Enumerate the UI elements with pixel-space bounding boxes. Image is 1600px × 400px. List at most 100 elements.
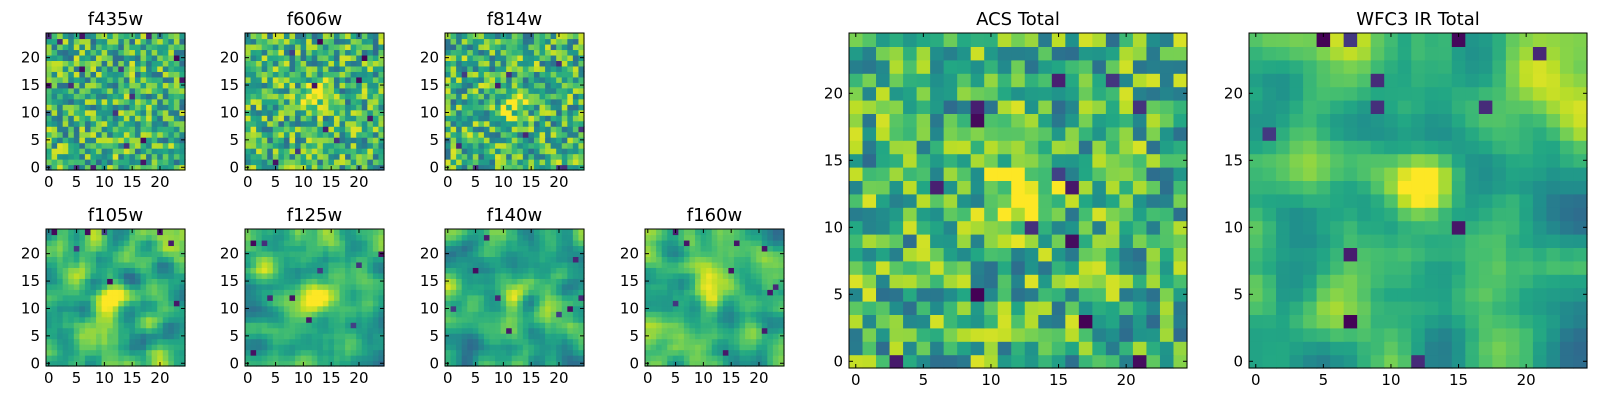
heatmap-cell [278, 267, 285, 274]
heatmap-cell [667, 239, 674, 247]
heatmap-cell [1038, 207, 1053, 222]
heatmap-cell [756, 322, 763, 329]
heatmap-cell [123, 333, 130, 340]
heatmap-cell [350, 349, 357, 356]
heatmap-cell [311, 256, 318, 263]
heatmap-cell [146, 289, 153, 296]
heatmap-cell [256, 267, 263, 274]
heatmap-cell [750, 305, 757, 312]
heatmap-cell [700, 338, 707, 345]
heatmap-cell [90, 65, 97, 72]
heatmap-cell [467, 289, 474, 296]
heatmap-cell [517, 261, 524, 268]
heatmap-cell [522, 360, 529, 367]
heatmap-cell [1092, 341, 1107, 356]
heatmap-cell [68, 322, 75, 329]
heatmap-cell [62, 333, 69, 340]
heatmap-cell [556, 38, 563, 45]
heatmap-cell [500, 234, 507, 241]
heatmap-cell [903, 301, 918, 315]
heatmap-cell [162, 234, 169, 241]
heatmap-cell [123, 344, 130, 351]
heatmap-cell [1173, 287, 1188, 302]
heatmap-cell [750, 239, 757, 247]
heatmap-cell [256, 311, 263, 318]
heatmap-cell [578, 65, 585, 72]
heatmap-cell [57, 137, 64, 144]
heatmap-cell [522, 278, 529, 285]
heatmap-cell [689, 245, 696, 252]
heatmap-cell [107, 142, 114, 149]
x-tick-label: 5 [271, 369, 281, 387]
heatmap-cell [339, 71, 346, 78]
heatmap-cell [550, 76, 557, 83]
heatmap-cell [500, 333, 507, 340]
heatmap-cell [140, 142, 147, 149]
heatmap-cell [1119, 301, 1134, 315]
heatmap-cell [561, 261, 568, 268]
heatmap-cell [456, 300, 463, 307]
heatmap-cell [1078, 234, 1093, 248]
heatmap-cell [295, 311, 302, 318]
heatmap-cell [667, 338, 674, 345]
heatmap-cell [57, 87, 64, 94]
heatmap-cell [650, 305, 657, 312]
y-tick-label: 10 [420, 299, 439, 317]
heatmap-cell [661, 278, 668, 285]
heatmap-cell [107, 294, 114, 301]
heatmap-cell [151, 126, 158, 133]
heatmap-cell [317, 93, 324, 100]
heatmap-cell [567, 104, 574, 111]
heatmap-cell [278, 82, 285, 89]
heatmap-cell [572, 164, 580, 171]
heatmap-cell [295, 98, 302, 105]
heatmap-cell [134, 289, 142, 296]
heatmap-cell [672, 316, 679, 323]
heatmap-cell [261, 82, 268, 89]
heatmap-cell [256, 60, 263, 67]
heatmap-cell [256, 250, 263, 257]
heatmap-cell [472, 245, 479, 252]
heatmap-cell [361, 256, 368, 263]
heatmap-cell [706, 327, 713, 334]
heatmap-cell [997, 207, 1012, 222]
heatmap-cell [528, 120, 535, 127]
heatmap-cell [256, 360, 263, 367]
x-tick-label: 10 [294, 369, 313, 387]
heatmap-cell [107, 305, 114, 312]
heatmap-cell [107, 355, 114, 362]
heatmap-cell [683, 256, 691, 263]
heatmap-cell [317, 333, 324, 340]
heatmap-cell [322, 300, 329, 307]
heatmap-cell [667, 300, 674, 307]
heatmap-cell [101, 131, 108, 138]
heatmap-cell [745, 239, 752, 247]
heatmap-cell [750, 333, 757, 340]
heatmap-cell [472, 349, 479, 356]
heatmap-cell [1065, 260, 1080, 275]
heatmap-cell [903, 354, 918, 369]
heatmap-cell [90, 38, 97, 45]
heatmap-cell [345, 283, 352, 290]
heatmap-cell [849, 207, 864, 222]
heatmap-cell [533, 311, 541, 318]
heatmap-cell [378, 229, 385, 236]
heatmap-cell [339, 322, 346, 329]
heatmap-cell [289, 360, 296, 367]
heatmap-cell [146, 311, 153, 318]
heatmap-cell [472, 316, 479, 323]
heatmap-cell [84, 38, 92, 45]
heatmap-cell [511, 305, 518, 312]
heatmap-cell [500, 98, 507, 105]
heatmap-cell [456, 98, 463, 105]
heatmap-cell [278, 229, 285, 236]
heatmap-cell [118, 109, 125, 116]
heatmap-cell [862, 167, 877, 181]
heatmap-cell [151, 142, 158, 149]
heatmap-cell [123, 159, 130, 166]
heatmap-cell [46, 38, 53, 45]
heatmap-cell [528, 126, 535, 133]
heatmap-cell [46, 272, 53, 279]
heatmap-cell [472, 76, 479, 83]
heatmap-cell [1173, 207, 1188, 222]
